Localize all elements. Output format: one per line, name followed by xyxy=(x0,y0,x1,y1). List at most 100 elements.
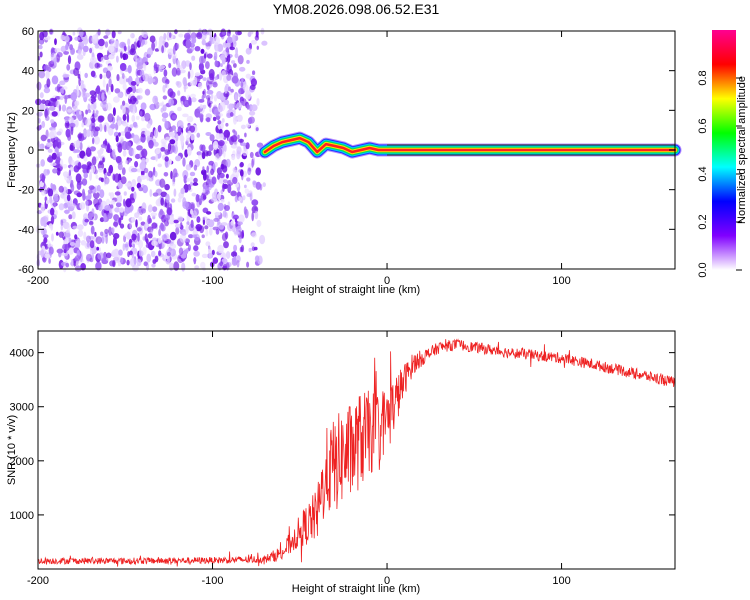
noise-speckle xyxy=(219,128,223,135)
noise-speckle xyxy=(218,147,223,157)
noise-speckle xyxy=(147,233,153,239)
noise-speckle xyxy=(150,156,157,161)
noise-speckle xyxy=(112,236,118,247)
noise-speckle xyxy=(124,233,129,238)
noise-speckle xyxy=(59,151,63,157)
noise-speckle xyxy=(84,195,92,201)
noise-speckle xyxy=(70,166,74,171)
noise-speckle xyxy=(187,71,191,80)
noise-speckle xyxy=(245,47,252,55)
noise-speckle xyxy=(71,259,74,267)
noise-speckle xyxy=(107,143,110,153)
noise-speckle xyxy=(40,249,45,259)
noise-speckle xyxy=(126,259,130,266)
noise-speckle xyxy=(104,41,109,48)
spectrogram-y-axis-label: Frequency (Hz) xyxy=(6,112,18,188)
noise-speckle xyxy=(136,227,142,232)
noise-speckle xyxy=(111,30,116,39)
noise-speckle xyxy=(209,227,213,236)
noise-speckle xyxy=(236,259,240,268)
noise-speckle xyxy=(185,224,189,234)
noise-speckle xyxy=(83,213,89,220)
noise-speckle xyxy=(255,127,259,132)
noise-speckle xyxy=(141,157,146,164)
noise-speckle xyxy=(250,39,257,45)
noise-speckle xyxy=(192,182,199,186)
noise-speckle xyxy=(183,249,189,255)
noise-speckle xyxy=(94,33,98,42)
noise-speckle xyxy=(248,247,252,253)
noise-speckle xyxy=(171,125,176,131)
noise-speckle xyxy=(219,261,224,267)
noise-speckle xyxy=(259,234,266,245)
noise-speckle xyxy=(100,202,103,210)
noise-speckle xyxy=(157,163,162,168)
noise-speckle xyxy=(225,158,231,168)
noise-speckle xyxy=(201,234,205,239)
noise-speckle xyxy=(74,100,80,107)
noise-speckle xyxy=(198,198,202,206)
noise-speckle xyxy=(123,210,128,217)
noise-speckle xyxy=(236,146,242,155)
noise-speckle xyxy=(72,225,79,230)
noise-speckle xyxy=(146,253,151,263)
noise-speckle xyxy=(60,34,66,41)
noise-speckle xyxy=(36,111,43,117)
noise-speckle xyxy=(141,116,145,122)
noise-speckle xyxy=(40,203,45,213)
noise-speckle xyxy=(114,207,121,213)
noise-speckle xyxy=(199,225,205,234)
noise-speckle xyxy=(64,121,70,129)
noise-speckle xyxy=(125,183,132,187)
noise-speckle xyxy=(110,204,114,209)
noise-speckle xyxy=(90,225,95,235)
noise-speckle xyxy=(80,83,85,91)
noise-speckle xyxy=(90,130,94,135)
carrier-band xyxy=(263,136,677,154)
noise-speckle xyxy=(73,89,78,95)
noise-speckle xyxy=(140,169,145,177)
noise-speckle xyxy=(123,198,126,207)
noise-speckle xyxy=(169,139,176,145)
noise-speckle xyxy=(227,183,232,194)
noise-speckle xyxy=(84,218,89,223)
noise-speckle xyxy=(85,200,89,206)
noise-speckle xyxy=(98,160,104,166)
noise-speckle xyxy=(202,104,207,109)
noise-speckle xyxy=(213,36,220,46)
noise-speckle xyxy=(132,121,138,128)
noise-speckle xyxy=(150,250,156,258)
noise-speckle xyxy=(68,237,72,244)
noise-speckle xyxy=(202,216,208,221)
noise-speckle xyxy=(211,197,218,203)
noise-speckle xyxy=(83,231,87,240)
noise-speckle xyxy=(171,52,177,59)
noise-speckle xyxy=(205,229,209,237)
noise-speckle xyxy=(211,176,217,185)
noise-speckle xyxy=(207,219,215,228)
noise-speckle xyxy=(110,39,115,44)
noise-speckle xyxy=(114,88,121,94)
noise-speckle xyxy=(186,221,190,226)
noise-speckle xyxy=(60,45,67,53)
noise-speckle xyxy=(230,135,238,143)
noise-speckle xyxy=(64,243,70,251)
noise-speckle xyxy=(97,28,101,36)
noise-speckle xyxy=(224,231,229,240)
noise-speckle xyxy=(165,136,171,141)
noise-speckle xyxy=(76,238,81,245)
noise-speckle xyxy=(120,176,127,185)
noise-speckle xyxy=(129,124,134,129)
noise-speckle xyxy=(97,252,104,260)
noise-speckle xyxy=(206,211,212,215)
noise-speckle xyxy=(219,54,226,61)
noise-speckle xyxy=(140,102,147,110)
noise-speckle xyxy=(117,92,124,98)
noise-speckle xyxy=(128,158,131,163)
noise-speckle xyxy=(189,171,196,177)
noise-speckle xyxy=(79,202,86,210)
noise-speckle xyxy=(233,244,238,252)
noise-speckle xyxy=(183,83,187,93)
noise-speckle xyxy=(88,185,95,190)
noise-speckle xyxy=(58,203,65,211)
